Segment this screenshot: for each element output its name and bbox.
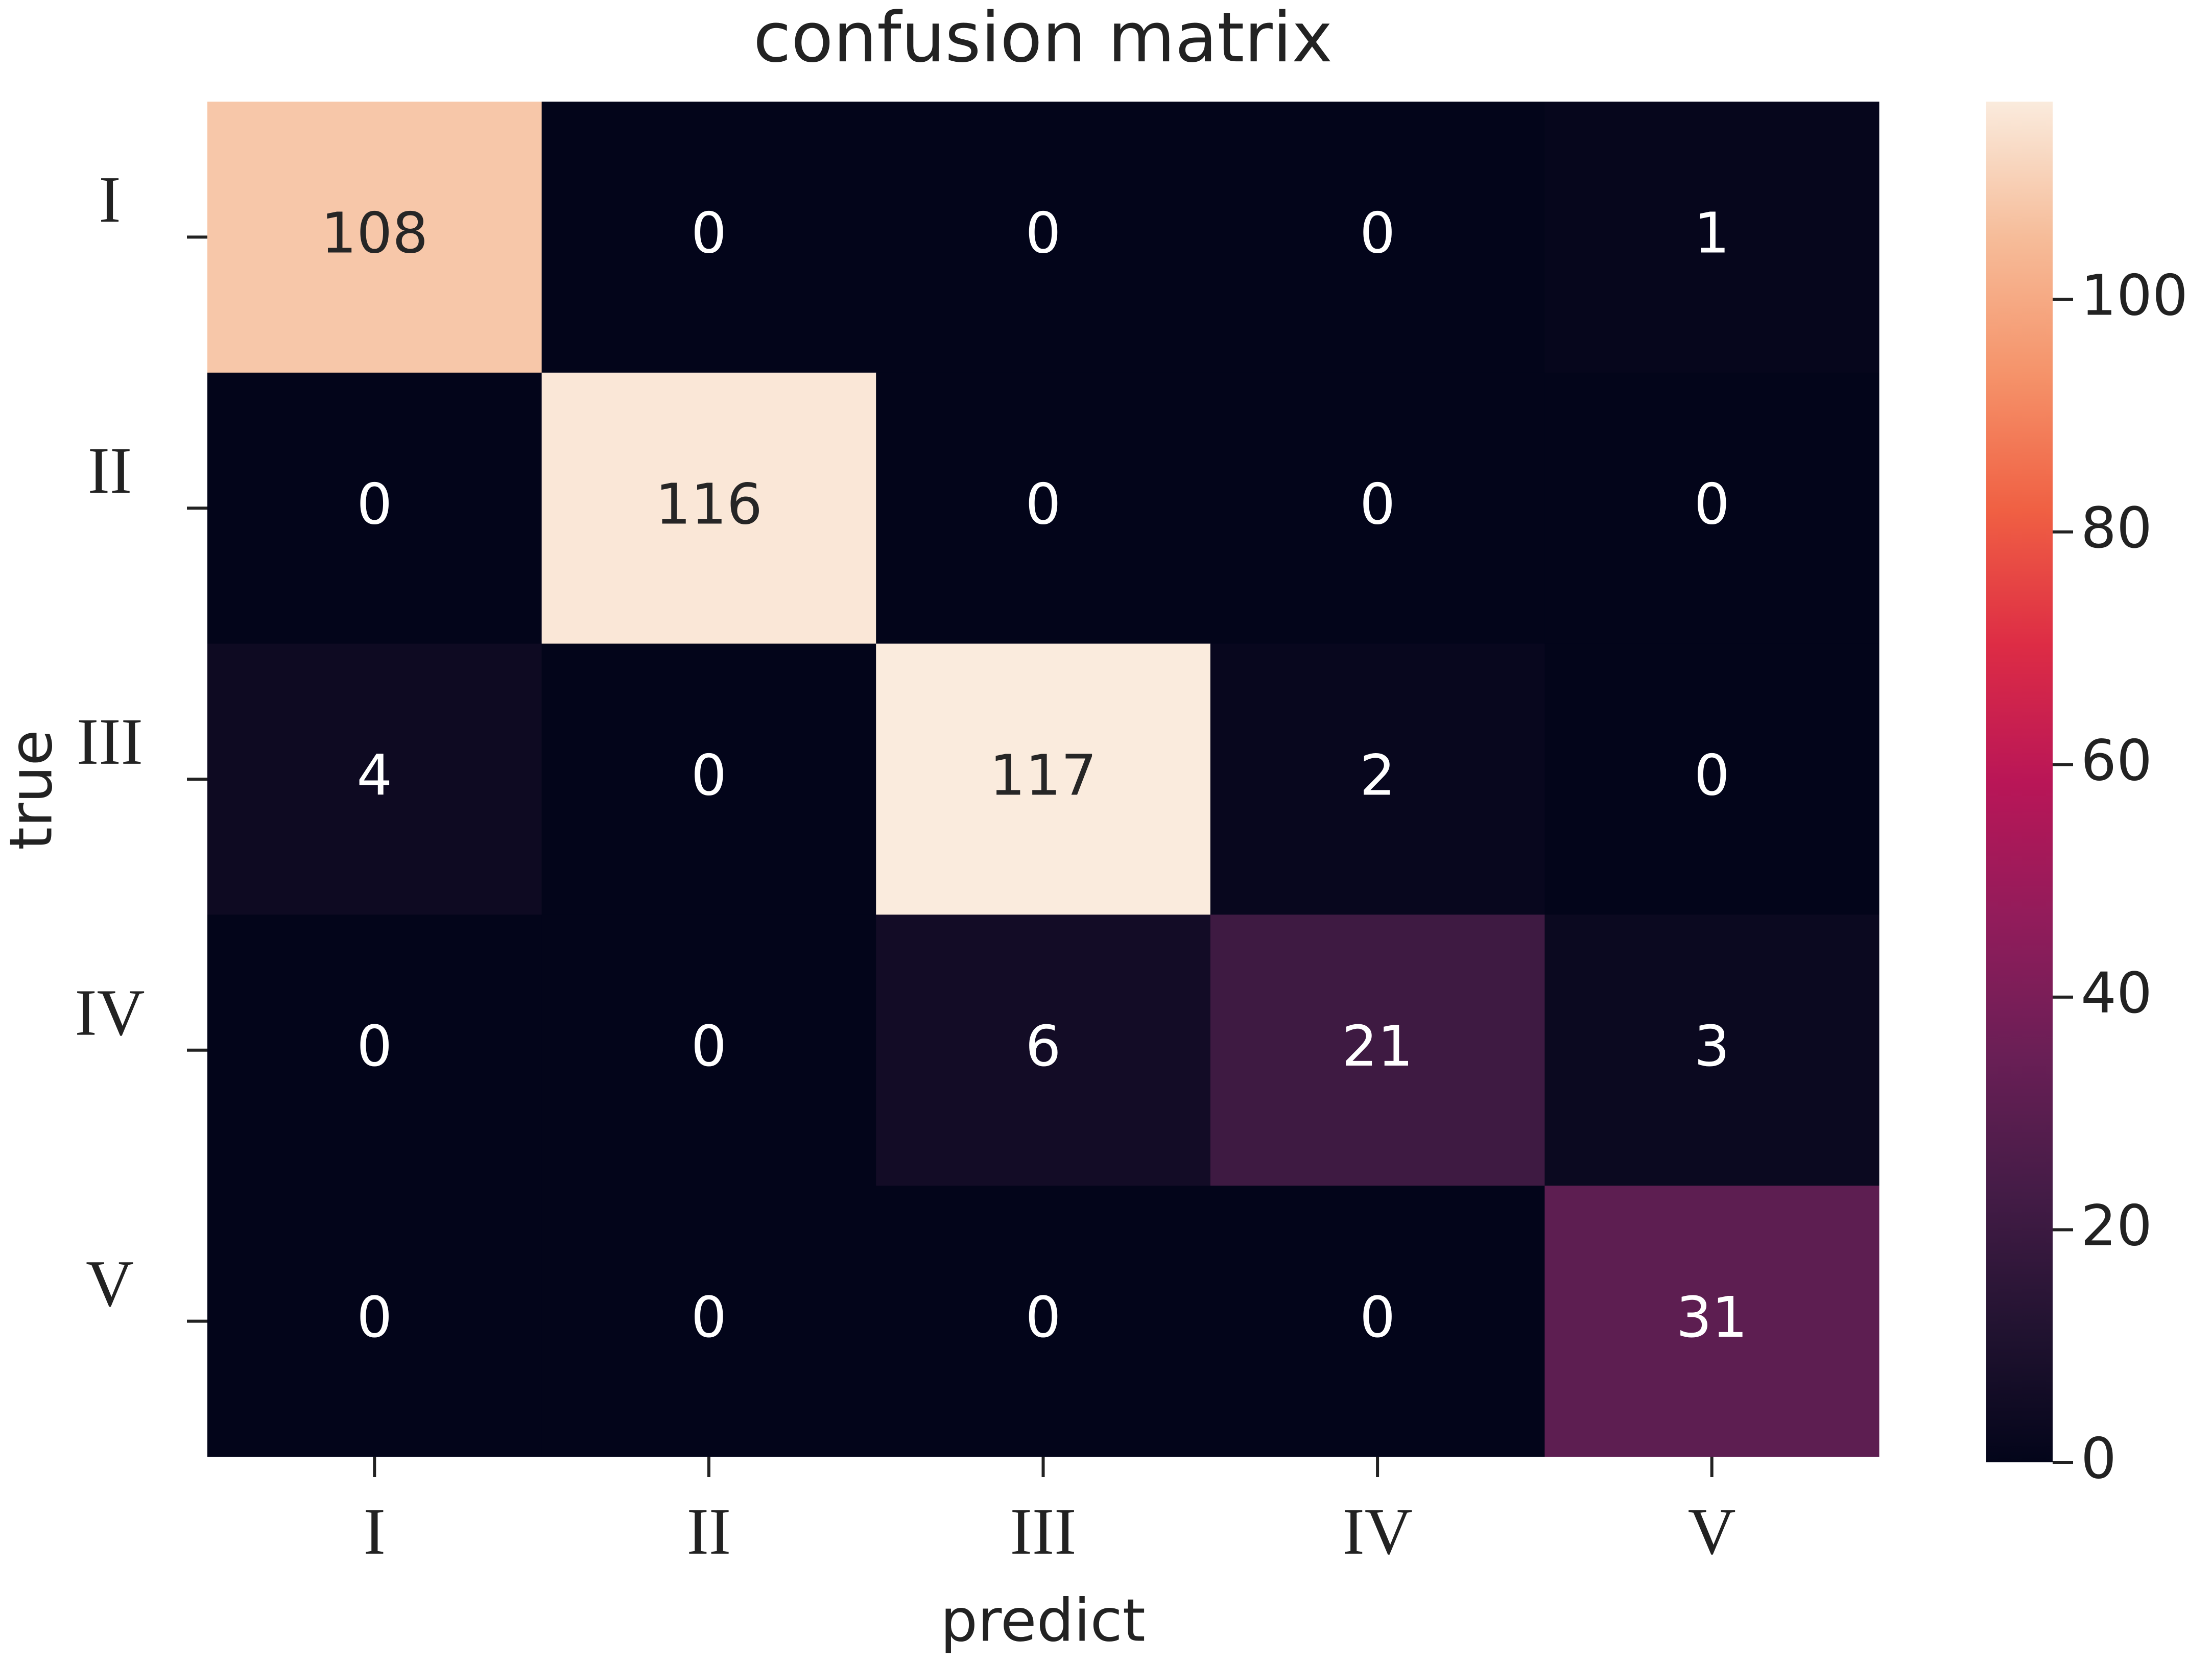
x-tick-label: III (1010, 1495, 1077, 1569)
cell-label: 108 (321, 201, 428, 266)
cell-label: 0 (691, 201, 727, 266)
heatmap-cell (207, 914, 542, 1186)
cell-label: 0 (1026, 1285, 1061, 1350)
heatmap-cell (541, 914, 876, 1186)
heatmap-cell (1544, 643, 1880, 915)
y-tick-label: III (77, 705, 143, 779)
heatmap-cell (207, 372, 542, 644)
cell-label: 116 (655, 471, 763, 537)
heatmap-cell (1210, 372, 1545, 644)
cell-label: 0 (1694, 471, 1730, 537)
y-tick-label: V (86, 1247, 134, 1320)
heatmap-cell (541, 643, 876, 915)
heatmap-cell (1210, 1186, 1545, 1457)
heatmap-cell (541, 1186, 876, 1457)
cell-label: 0 (356, 1014, 392, 1079)
heatmap-cell (876, 1186, 1211, 1457)
y-tick-label: IV (75, 976, 145, 1050)
x-tick-label: IV (1343, 1495, 1413, 1569)
x-axis-label: predict (940, 1587, 1146, 1655)
cell-label: 31 (1676, 1285, 1748, 1350)
colorbar-tick-label: 80 (2081, 495, 2152, 561)
cell-label: 117 (990, 742, 1097, 808)
colorbar-tick-label: 100 (2081, 262, 2188, 328)
heatmap-cell (207, 1186, 542, 1457)
cell-label: 2 (1360, 742, 1395, 808)
heatmap-cell (1544, 372, 1880, 644)
cell-label: 0 (1360, 201, 1395, 266)
heatmap-cell (1210, 643, 1545, 915)
cell-label: 21 (1342, 1014, 1413, 1079)
x-tick-label: I (364, 1495, 386, 1569)
colorbar-tick-label: 20 (2081, 1193, 2152, 1259)
cell-label: 0 (691, 742, 727, 808)
cell-label: 0 (691, 1285, 727, 1350)
x-tick-label: II (687, 1495, 731, 1569)
heatmap-cell (876, 372, 1211, 644)
colorbar-tick-label: 0 (2081, 1426, 2116, 1491)
y-tick-label: II (88, 434, 132, 508)
colorbar-tick-label: 60 (2081, 728, 2152, 793)
colorbar (1986, 102, 2053, 1462)
cell-label: 0 (1360, 1285, 1395, 1350)
heatmap-cell (1210, 914, 1545, 1186)
cell-label: 4 (356, 742, 392, 808)
heatmap-cell (207, 102, 542, 373)
cell-label: 0 (1694, 742, 1730, 808)
chart-title: confusion matrix (753, 0, 1333, 78)
cell-label: 1 (1694, 201, 1730, 266)
heatmap-cell (207, 643, 542, 915)
heatmap-cell (541, 372, 876, 644)
cell-label: 0 (1026, 471, 1061, 537)
heatmap-cell (1210, 102, 1545, 373)
cell-label: 0 (1360, 471, 1395, 537)
cell-label: 6 (1026, 1014, 1061, 1079)
cell-label: 0 (1026, 201, 1061, 266)
cell-label: 3 (1694, 1014, 1730, 1079)
heatmap-cell (541, 102, 876, 373)
colorbar-tick-label: 40 (2081, 960, 2152, 1026)
cell-label: 0 (356, 1285, 392, 1350)
y-axis-label: true (0, 730, 66, 850)
heatmap-cell (1544, 914, 1880, 1186)
heatmap-cell (1544, 102, 1880, 373)
y-tick-label: I (99, 163, 121, 236)
heatmap-cell (1544, 1186, 1880, 1457)
x-tick-label: V (1688, 1495, 1736, 1569)
cell-label: 0 (356, 471, 392, 537)
heatmap-cell (876, 914, 1211, 1186)
heatmap-cell (876, 643, 1211, 915)
cell-label: 0 (691, 1014, 727, 1079)
heatmap-cell (876, 102, 1211, 373)
